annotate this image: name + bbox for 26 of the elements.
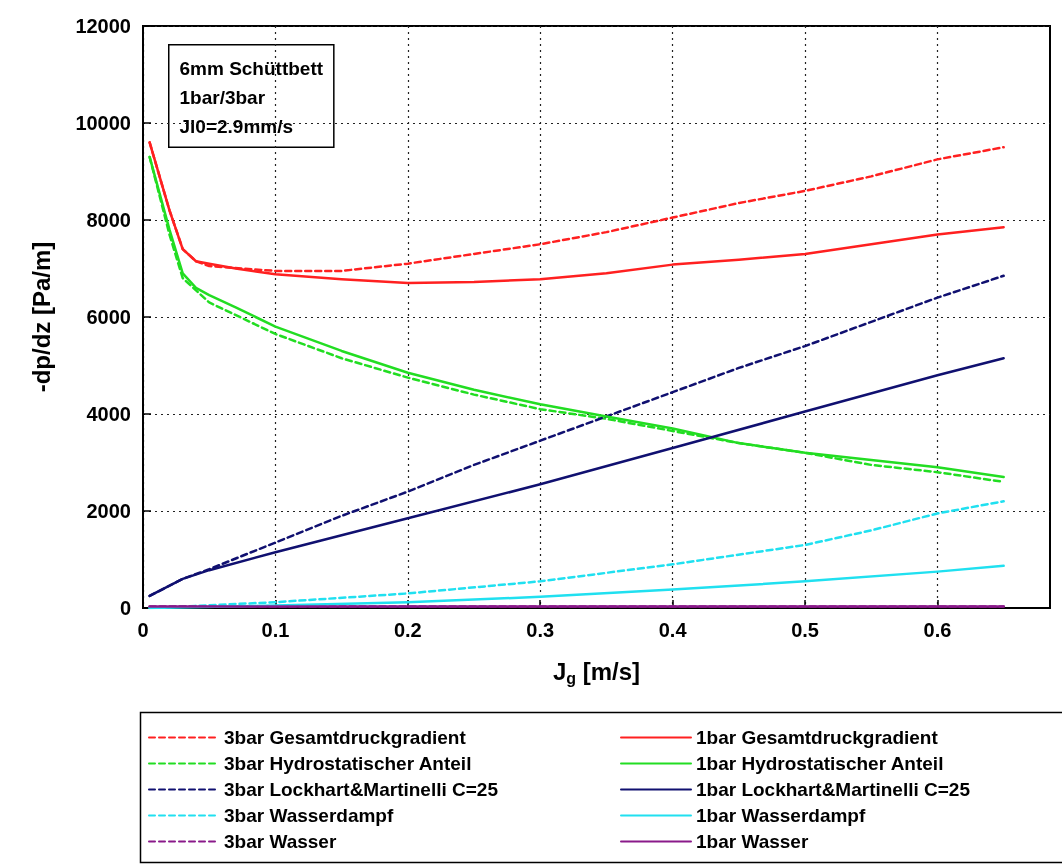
x-tick-label: 0.6 bbox=[923, 619, 952, 641]
y-tick-label: 8000 bbox=[86, 209, 131, 231]
x-tick-label: 0.4 bbox=[658, 619, 688, 641]
legend-label: 1bar Wasserdampf bbox=[696, 805, 866, 826]
legend-label: 1bar Lockhart&Martinelli C=25 bbox=[696, 779, 971, 800]
y-axis-title: -dp/dz [Pa/m] bbox=[27, 241, 55, 393]
x-tick-label: 0 bbox=[137, 619, 149, 641]
y-tick-label: 10000 bbox=[75, 112, 131, 134]
legend-label: 1bar Hydrostatischer Anteil bbox=[696, 753, 944, 774]
legend-label: 1bar Gesamtdruckgradient bbox=[696, 727, 939, 748]
annotation: 6mm Schüttbett 1bar/3bar Jl0=2.9mm/s bbox=[179, 57, 324, 137]
legend-label: 3bar Wasserdampf bbox=[224, 805, 394, 826]
y-tick-label: 0 bbox=[119, 597, 131, 619]
legend-label: 1bar Wasser bbox=[696, 831, 809, 852]
x-tick-label: 0.1 bbox=[261, 619, 290, 641]
x-tick-label: 0.5 bbox=[791, 619, 819, 641]
x-tick-label: 0.2 bbox=[393, 619, 422, 641]
y-tick-label: 6000 bbox=[86, 306, 131, 328]
y-tick-label: 2000 bbox=[86, 500, 131, 522]
x-tick-label: 0.3 bbox=[526, 619, 555, 641]
legend-label: 3bar Gesamtdruckgradient bbox=[224, 727, 467, 748]
legend-label: 3bar Wasser bbox=[224, 831, 337, 852]
legend-label: 3bar Hydrostatischer Anteil bbox=[224, 753, 472, 774]
y-tick-label: 12000 bbox=[75, 15, 131, 37]
legend-label: 3bar Lockhart&Martinelli C=25 bbox=[224, 779, 499, 800]
y-tick-label: 4000 bbox=[86, 403, 131, 425]
